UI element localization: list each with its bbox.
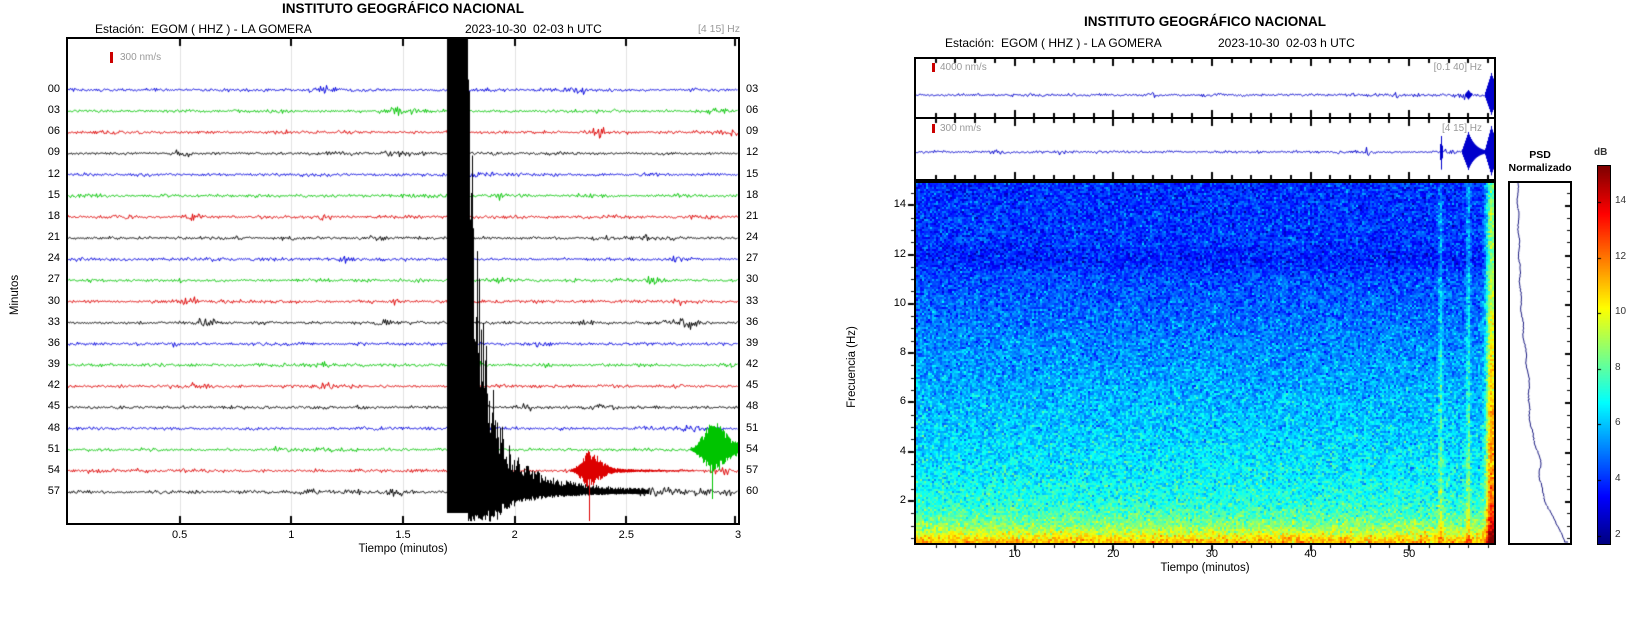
filtered-filter-label: [4 15] Hz — [1441, 123, 1482, 134]
helicorder-row-label-left: 27 — [47, 273, 60, 286]
filtered-trace-panel: 300 nm/s [4 15] Hz — [914, 119, 1496, 181]
helicorder-row-label-left: 03 — [47, 104, 60, 117]
colorbar-tick-label: 10 — [1615, 306, 1627, 317]
helicorder-x-tick-label: 2 — [511, 529, 518, 541]
helicorder-row-label-right: 51 — [746, 421, 759, 434]
helicorder-station-line: Estación: EGOM ( HHZ ) - LA GOMERA — [95, 22, 312, 36]
helicorder-x-tick-label: 3 — [734, 529, 742, 541]
colorbar-canvas — [1598, 166, 1610, 544]
helicorder-row-label-left: 30 — [47, 294, 60, 307]
helicorder-row-label-right: 12 — [746, 146, 759, 159]
broadband-filter-label: [0.1 40] Hz — [1433, 62, 1482, 73]
spectrogram-y-tick-label: 8 — [899, 346, 906, 359]
helicorder-title: INSTITUTO GEOGRÁFICO NACIONAL — [282, 1, 524, 16]
spectrogram-station-line: Estación: EGOM ( HHZ ) - LA GOMERA — [945, 36, 1162, 50]
helicorder-row-label-right: 33 — [746, 294, 759, 307]
amplitude-scale-bar-icon — [110, 52, 113, 63]
helicorder-row-label-left: 06 — [47, 125, 60, 138]
colorbar-tick-label: 8 — [1615, 362, 1621, 373]
amplitude-scale-label: 300 nm/s — [120, 52, 162, 63]
spectrogram-y-tick-label: 4 — [899, 444, 906, 457]
colorbar-unit-label: dB — [1594, 147, 1608, 158]
helicorder-row-label-right: 27 — [746, 252, 759, 265]
helicorder-datetime: 2023-10-30 02-03 h UTC — [465, 22, 602, 36]
helicorder-row-label-left: 12 — [47, 167, 60, 180]
helicorder-row-label-right: 21 — [746, 209, 759, 222]
helicorder-row-label-right: 15 — [746, 167, 759, 180]
helicorder-row-label-left: 33 — [47, 315, 60, 328]
helicorder-canvas — [68, 39, 738, 523]
spectrogram-y-tick-label: 2 — [899, 494, 906, 507]
spectrogram-x-tick-label: 40 — [1304, 548, 1317, 560]
helicorder-row-label-right: 48 — [746, 400, 759, 413]
helicorder-row-label-right: 54 — [746, 442, 759, 455]
helicorder-row-label-left: 15 — [47, 188, 60, 201]
spectrogram-xlabel: Tiempo (minutos) — [1160, 562, 1250, 574]
psd-canvas — [1510, 183, 1570, 543]
colorbar — [1597, 165, 1611, 545]
colorbar-tick-label: 6 — [1615, 417, 1621, 428]
broadband-trace-panel: 4000 nm/s [0.1 40] Hz — [914, 57, 1496, 119]
helicorder-filter-label: [4 15] Hz — [697, 23, 740, 35]
helicorder-row-label-left: 54 — [47, 463, 60, 476]
colorbar-tick-label: 12 — [1615, 251, 1627, 262]
spectrogram-datetime: 2023-10-30 02-03 h UTC — [1218, 36, 1355, 50]
filtered-trace-canvas — [916, 119, 1494, 179]
helicorder-x-tick-label: 1 — [288, 529, 295, 541]
helicorder-row-label-right: 18 — [746, 188, 759, 201]
helicorder-row-label-left: 24 — [47, 252, 60, 265]
spectrogram-title: INSTITUTO GEOGRÁFICO NACIONAL — [1084, 14, 1326, 29]
spectrogram-y-tick-label: 10 — [893, 296, 906, 309]
helicorder-row-label-left: 18 — [47, 209, 60, 222]
helicorder-row-label-right: 36 — [746, 315, 759, 328]
helicorder-row-label-left: 39 — [47, 358, 60, 371]
colorbar-tick-label: 4 — [1615, 473, 1621, 484]
helicorder-row-label-right: 06 — [746, 104, 759, 117]
spectrogram-x-tick-label: 10 — [1008, 548, 1021, 560]
spectrogram-x-tick-label: 20 — [1107, 548, 1120, 560]
helicorder-row-label-right: 60 — [746, 485, 759, 498]
spectrogram-y-tick-label: 6 — [899, 395, 906, 408]
helicorder-row-label-right: 45 — [746, 379, 759, 392]
helicorder-row-label-left: 57 — [47, 485, 60, 498]
helicorder-x-tick-label: 2.5 — [618, 529, 634, 541]
spectrogram-plot — [914, 181, 1496, 545]
helicorder-xlabel: Tiempo (minutos) — [358, 543, 448, 555]
helicorder-row-label-left: 00 — [47, 83, 60, 95]
helicorder-row-label-right: 24 — [746, 231, 759, 244]
colorbar-tick-label: 2 — [1615, 529, 1621, 540]
helicorder-row-label-right: 30 — [746, 273, 759, 286]
psd-title-line1: PSD — [1529, 149, 1551, 161]
helicorder-row-label-right: 57 — [746, 463, 759, 476]
helicorder-row-label-right: 03 — [746, 83, 759, 95]
psd-panel — [1508, 181, 1572, 545]
helicorder-row-label-left: 45 — [47, 400, 60, 413]
spectrogram-x-tick-label: 30 — [1205, 548, 1219, 560]
helicorder-row-label-right: 39 — [746, 336, 759, 349]
broadband-scale-bar-icon — [932, 63, 935, 72]
colorbar-tick-label: 14 — [1615, 195, 1627, 206]
helicorder-x-tick-label: 0.5 — [172, 529, 188, 541]
helicorder-row-label-right: 42 — [746, 358, 759, 371]
spectrogram-y-tick-label: 12 — [893, 247, 906, 260]
helicorder-x-tick-label: 1.5 — [395, 529, 411, 541]
helicorder-row-label-left: 48 — [47, 421, 60, 434]
filtered-scale-label: 300 nm/s — [940, 123, 982, 134]
spectrogram-canvas — [916, 183, 1494, 543]
helicorder-row-label-left: 09 — [47, 146, 60, 159]
psd-title-line2: Normalizado — [1508, 162, 1572, 174]
broadband-scale-label: 4000 nm/s — [940, 62, 987, 73]
spectrogram-x-tick-label: 50 — [1403, 548, 1416, 560]
helicorder-row-label-left: 21 — [47, 231, 60, 244]
helicorder-row-label-left: 42 — [47, 379, 60, 392]
spectrogram-y-tick-label: 14 — [893, 198, 906, 211]
helicorder-plot: 300 nm/s — [66, 37, 740, 525]
helicorder-row-label-left: 36 — [47, 336, 60, 349]
filtered-scale-bar-icon — [932, 124, 935, 133]
helicorder-row-label-left: 51 — [47, 442, 60, 455]
broadband-trace-canvas — [916, 59, 1494, 117]
helicorder-row-label-right: 09 — [746, 125, 759, 138]
